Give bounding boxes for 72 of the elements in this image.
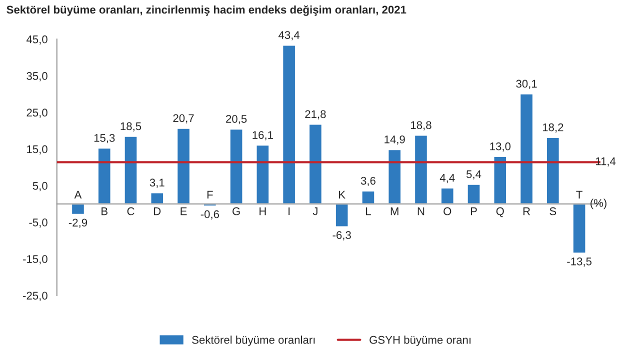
x-tick-label: E (180, 207, 187, 216)
y-tick-label: 35,0 (26, 72, 48, 82)
bar (334, 203, 350, 228)
bar (97, 147, 112, 205)
data-label: 3,6 (360, 176, 376, 186)
bar (572, 203, 587, 254)
bar (70, 203, 86, 216)
bar (282, 44, 296, 205)
y-tick-label: -5,0 (29, 218, 48, 228)
data-label: 15,3 (94, 134, 115, 144)
y-tick-label: -25,0 (23, 292, 48, 301)
x-tick-label: I (288, 207, 290, 216)
data-label: -6,3 (332, 231, 351, 240)
x-tick-label: S (550, 207, 556, 216)
data-label: 16,1 (252, 131, 273, 140)
bar (492, 156, 508, 205)
x-tick-label: D (154, 207, 161, 216)
y-tick-label: 45,0 (26, 35, 48, 45)
bar (308, 123, 323, 205)
x-tick-label: T (576, 190, 582, 199)
data-label: 18,2 (542, 123, 564, 133)
data-label: 4,4 (440, 174, 455, 184)
x-tick-label: J (312, 207, 318, 216)
y-tick-label: 25,0 (26, 108, 48, 118)
chart-title: Sektörel büyüme oranları, zincirlenmiş hacim endeks değişim oranları, 2021 (6, 5, 406, 16)
data-label: 18,8 (411, 121, 432, 130)
bar (546, 136, 560, 205)
data-label: 14,9 (384, 135, 405, 145)
bar (176, 127, 191, 205)
bar (229, 128, 244, 205)
x-tick-label: Q (496, 207, 504, 218)
data-label: 5,4 (466, 170, 482, 180)
x-tick-label: A (74, 190, 82, 199)
y-tick-label: -15,0 (23, 255, 48, 264)
data-label: 30,1 (516, 80, 537, 89)
x-tick-label: P (470, 207, 477, 216)
bar (440, 187, 455, 205)
annotation: (%) (590, 198, 606, 210)
y-tick-label: 5,0 (32, 182, 48, 192)
legend-label: Sektörel büyüme oranları (192, 336, 315, 346)
data-label: -13,5 (567, 258, 592, 267)
x-tick-label: B (102, 207, 108, 216)
annotation: 11,4 (596, 157, 616, 166)
x-tick-label: N (418, 207, 424, 216)
x-tick-label: R (523, 207, 530, 216)
bar (466, 183, 482, 205)
x-tick-label: K (339, 190, 346, 199)
x-tick-label: C (127, 207, 134, 216)
bar (255, 144, 270, 205)
x-tick-label: H (260, 207, 266, 216)
data-label: 20,7 (173, 114, 194, 124)
bar (414, 134, 428, 205)
x-tick-label: O (444, 207, 452, 216)
y-tick-label: 15,0 (27, 145, 48, 154)
data-label: 21,8 (305, 110, 326, 120)
data-label: 3,1 (150, 178, 164, 188)
x-tick-label: L (366, 207, 371, 216)
legend-label: GSYH büyüme oranı (370, 336, 470, 346)
bar (360, 190, 376, 205)
bar (519, 93, 534, 205)
data-label: 18,5 (120, 122, 142, 132)
data-label: 13,0 (490, 142, 511, 152)
x-tick-label: M (390, 207, 398, 216)
bar (150, 192, 164, 205)
data-label: -2,9 (68, 218, 88, 228)
bar (123, 136, 138, 205)
x-tick-label: F (207, 190, 213, 199)
data-label: 43,4 (278, 31, 300, 40)
data-label: 20,5 (226, 114, 247, 124)
bar (387, 148, 402, 205)
data-label: -0,6 (200, 210, 219, 220)
x-tick-label: G (232, 207, 240, 216)
